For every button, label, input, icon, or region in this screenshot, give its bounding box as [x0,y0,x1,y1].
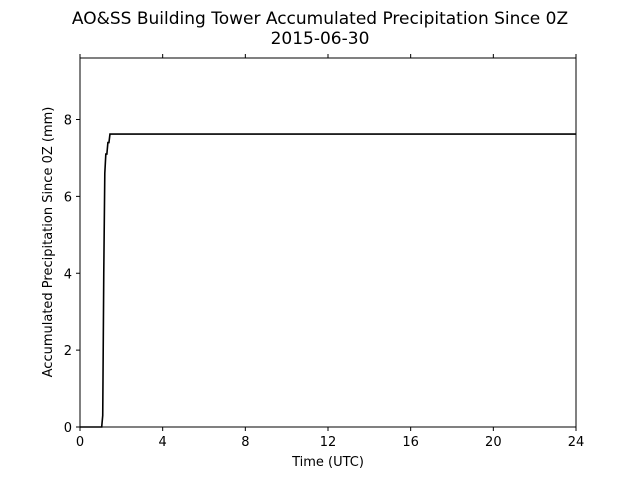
plot-frame [79,57,577,428]
y-tick-label: 4 [64,267,72,282]
y-axis-label: Accumulated Precipitation Since 0Z (mm) [41,107,56,378]
x-tick-label: 4 [159,435,167,450]
data-line [80,133,576,428]
chart-subtitle: 2015-06-30 [271,29,370,49]
y-tick-label: 0 [64,421,72,436]
y-tick-label: 2 [64,344,72,359]
x-tick-label: 8 [241,435,249,450]
x-tick-label: 12 [320,435,337,450]
y-tick-label: 6 [64,190,72,205]
x-tick-label: 20 [485,435,502,450]
x-tick-label: 24 [568,435,585,450]
y-tick-label: 8 [64,114,72,129]
x-tick-label: 0 [76,435,84,450]
chart-title: AO&SS Building Tower Accumulated Precipi… [72,9,568,29]
x-axis-label: Time (UTC) [291,455,364,470]
x-tick-label: 16 [402,435,419,450]
